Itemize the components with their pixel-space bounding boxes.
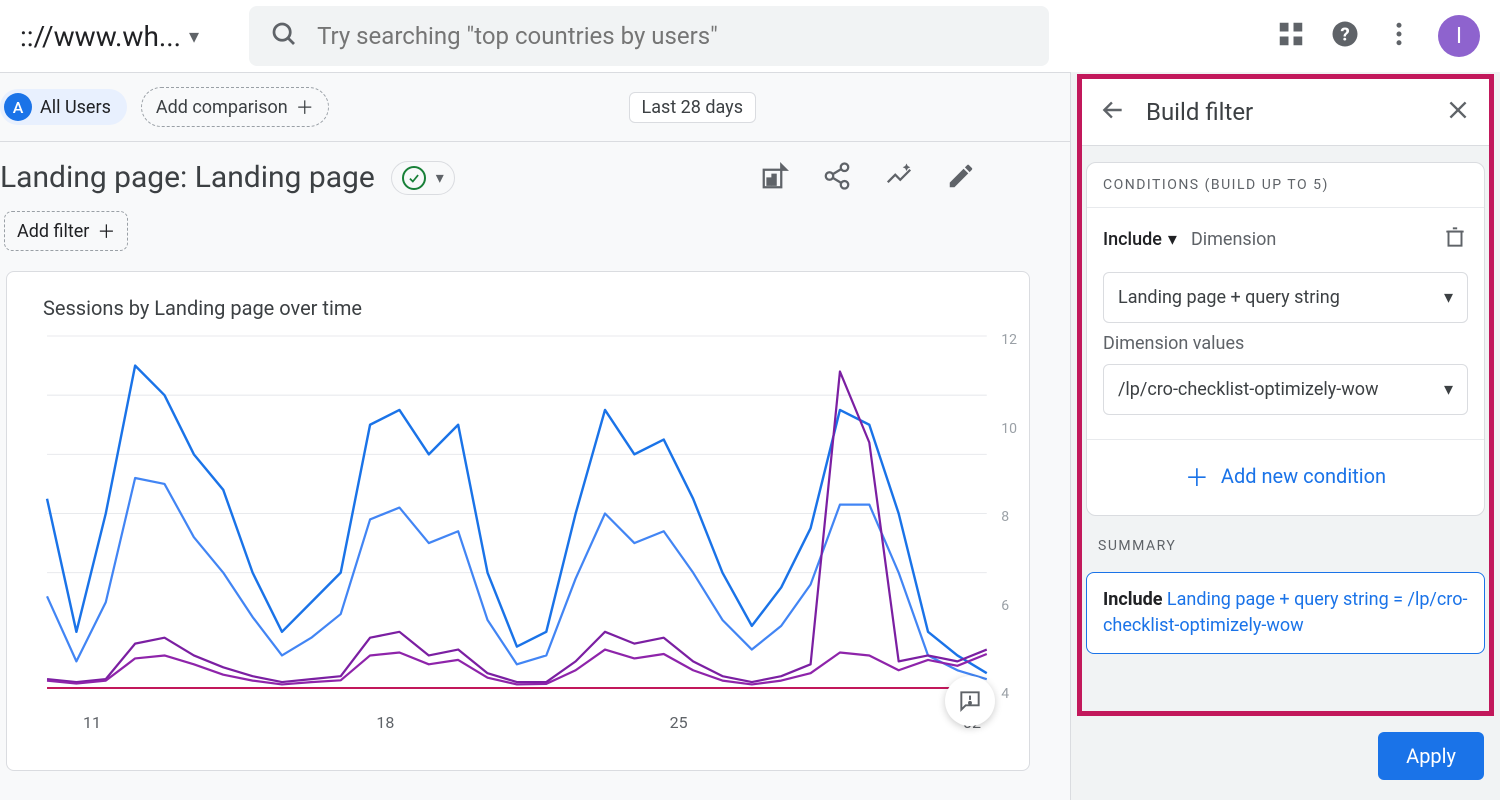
- page-title: Landing page: Landing page: [0, 160, 375, 195]
- chevron-down-icon: ▾: [436, 168, 444, 187]
- add-filter-button[interactable]: Add filter ＋: [4, 211, 128, 251]
- conditions-header: CONDITIONS (BUILD UP TO 5): [1087, 163, 1484, 208]
- apply-row: Apply: [1071, 716, 1500, 800]
- condition-row: Include ▾ Dimension: [1087, 208, 1484, 262]
- add-condition-button[interactable]: ＋ Add new condition: [1087, 439, 1484, 515]
- url-text: :://www.wh...: [20, 20, 181, 53]
- property-url[interactable]: :://www.wh... ▾: [20, 20, 199, 53]
- back-icon[interactable]: [1100, 97, 1126, 127]
- feedback-fab[interactable]: [945, 676, 995, 726]
- title-action-icons: [760, 161, 976, 195]
- panel-title: Build filter: [1146, 98, 1253, 126]
- search-box[interactable]: [249, 6, 1049, 66]
- help-icon[interactable]: ?: [1330, 19, 1360, 53]
- apply-button[interactable]: Apply: [1378, 732, 1484, 780]
- top-icons: ? I: [1276, 15, 1480, 57]
- insights-icon[interactable]: [884, 161, 914, 195]
- add-comparison-button[interactable]: Add comparison ＋: [141, 87, 329, 127]
- title-row: Landing page: Landing page ▾: [0, 142, 1070, 207]
- dimension-field[interactable]: Landing page + query string ▾: [1103, 272, 1468, 323]
- plus-icon: ＋: [1185, 458, 1209, 493]
- summary-include: Include: [1103, 589, 1162, 610]
- delete-icon[interactable]: [1442, 224, 1468, 254]
- chart-title: Sessions by Landing page over time: [43, 296, 1011, 320]
- search-input[interactable]: [317, 22, 1029, 50]
- chart-area: 1210864 11182502: [43, 332, 1011, 732]
- plus-icon: ＋: [97, 218, 115, 244]
- check-icon: [402, 166, 426, 190]
- status-pill[interactable]: ▾: [391, 161, 455, 195]
- x-axis-labels: 11182502: [83, 713, 981, 732]
- include-dropdown[interactable]: Include ▾: [1103, 229, 1177, 250]
- highlighted-panel: Build filter CONDITIONS (BUILD UP TO 5) …: [1077, 74, 1494, 716]
- values-label: Dimension values: [1103, 333, 1468, 354]
- avatar[interactable]: I: [1438, 15, 1480, 57]
- segment-letter: A: [4, 93, 32, 121]
- summary-box: Include Landing page + query string = /l…: [1086, 572, 1485, 654]
- summary-label: SUMMARY: [1086, 528, 1485, 560]
- side-panel: Build filter CONDITIONS (BUILD UP TO 5) …: [1070, 72, 1500, 800]
- search-icon: [269, 19, 299, 53]
- date-range[interactable]: Last 28 days: [629, 92, 756, 123]
- more-icon[interactable]: [1384, 19, 1414, 53]
- close-icon[interactable]: [1445, 97, 1471, 127]
- caret-down-icon: ▾: [1168, 229, 1177, 250]
- customize-report-icon[interactable]: [760, 161, 790, 195]
- apps-icon[interactable]: [1276, 19, 1306, 53]
- caret-down-icon: ▾: [1444, 379, 1453, 400]
- panel-header: Build filter: [1082, 79, 1489, 146]
- caret-down-icon: ▾: [1444, 287, 1453, 308]
- share-icon[interactable]: [822, 161, 852, 195]
- panel-body: CONDITIONS (BUILD UP TO 5) Include ▾ Dim…: [1082, 146, 1489, 670]
- plus-icon: ＋: [296, 94, 314, 120]
- line-chart: [43, 332, 1011, 715]
- segment-bar: A All Users Add comparison ＋ Last 28 day…: [0, 73, 1070, 142]
- segment-pill[interactable]: A All Users: [0, 89, 127, 125]
- main-content: A All Users Add comparison ＋ Last 28 day…: [0, 72, 1070, 800]
- top-bar: :://www.wh... ▾ ? I: [0, 0, 1500, 72]
- svg-text:?: ?: [1340, 23, 1349, 45]
- chevron-down-icon: ▾: [189, 24, 199, 48]
- dimension-label: Dimension: [1191, 229, 1276, 250]
- values-field[interactable]: /lp/cro-checklist-optimizely-wow ▾: [1103, 364, 1468, 415]
- conditions-card: CONDITIONS (BUILD UP TO 5) Include ▾ Dim…: [1086, 162, 1485, 516]
- edit-icon[interactable]: [946, 161, 976, 195]
- chart-card: Sessions by Landing page over time 12108…: [6, 271, 1030, 771]
- segment-label: All Users: [40, 97, 111, 118]
- y-axis-labels: 1210864: [1001, 332, 1017, 702]
